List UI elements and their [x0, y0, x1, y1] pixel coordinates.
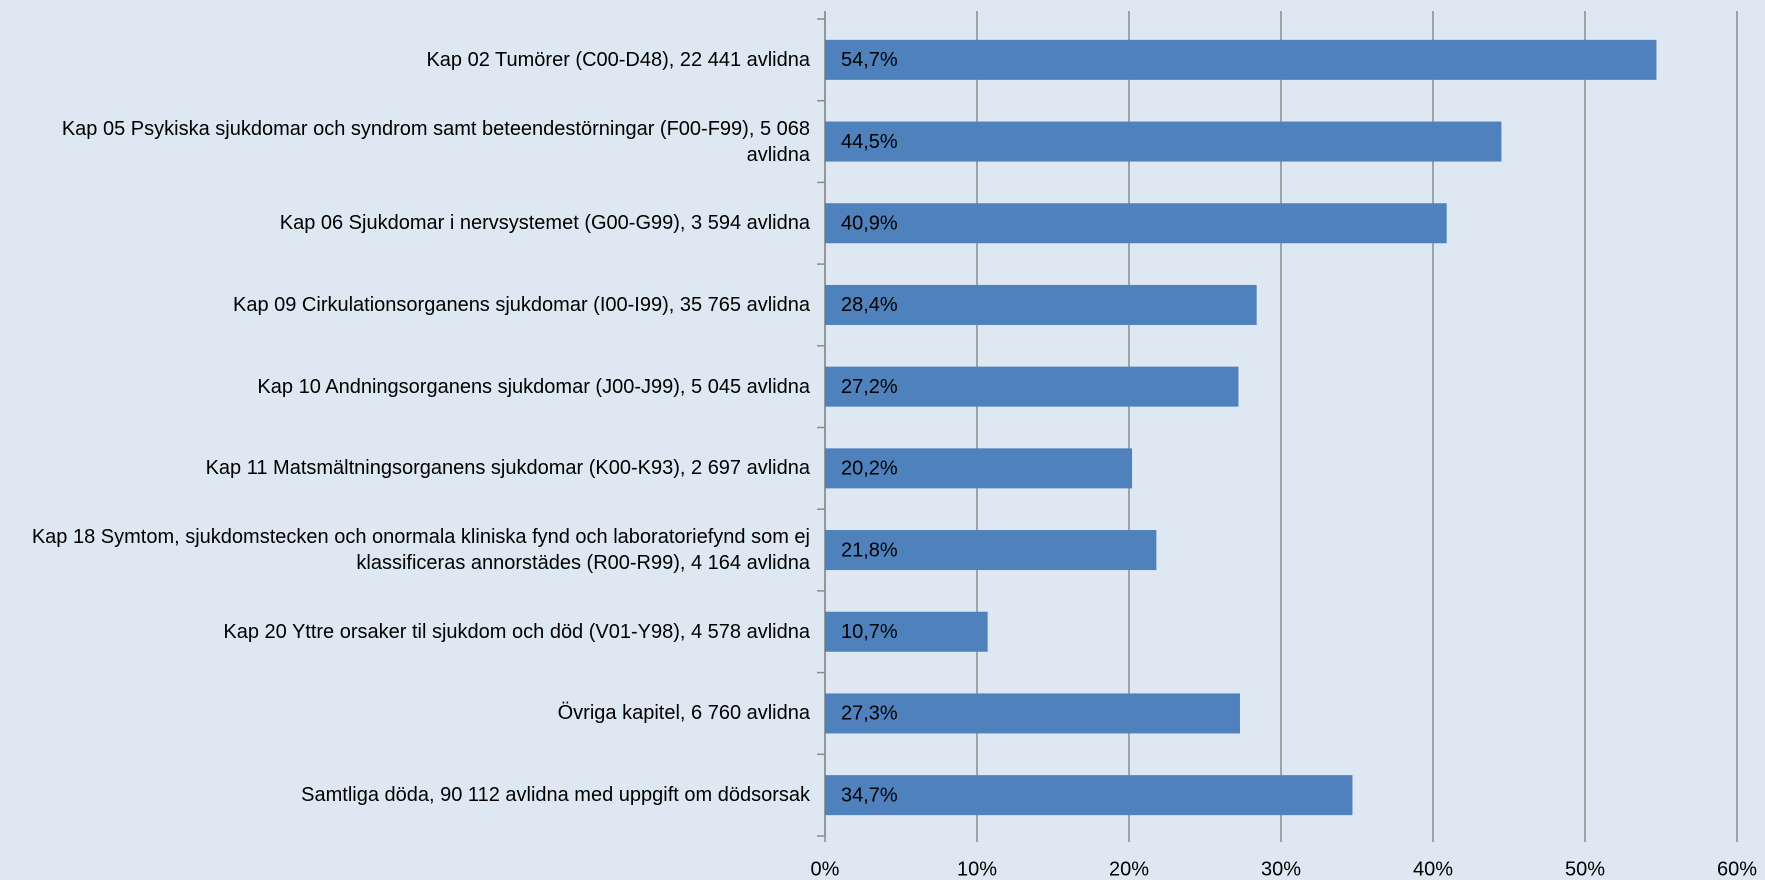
bar — [825, 366, 1239, 407]
x-tick-label: 0% — [811, 858, 840, 880]
bar — [825, 530, 1157, 571]
data-label: 40,9% — [841, 213, 898, 235]
x-tick-label: 40% — [1413, 858, 1453, 880]
data-label: 34,7% — [841, 784, 898, 806]
y-tick-label: Kap 20 Yttre orsaker til sjukdom och död… — [223, 620, 810, 643]
data-label: 10,7% — [841, 621, 898, 643]
bar — [825, 693, 1240, 734]
data-label: 27,3% — [841, 703, 898, 725]
y-tick-label: Kap 11 Matsmältningsorganens sjukdomar (… — [205, 457, 810, 480]
bar — [825, 775, 1353, 816]
data-label: 27,2% — [841, 376, 898, 398]
data-label: 44,5% — [841, 131, 898, 153]
x-tick-label: 10% — [957, 858, 997, 880]
y-tick-label: Kap 06 Sjukdomar i nervsystemet (G00-G99… — [279, 212, 810, 235]
data-label: 54,7% — [841, 49, 898, 71]
bar — [825, 611, 988, 652]
bar — [825, 284, 1257, 325]
y-tick-label: Övriga kapitel, 6 760 avlidna — [557, 702, 810, 725]
x-tick-label: 30% — [1261, 858, 1301, 880]
bar — [825, 39, 1657, 80]
y-tick-label: Kap 09 Cirkulationsorganens sjukdomar (I… — [232, 293, 810, 316]
data-label: 21,8% — [841, 539, 898, 561]
data-label: 28,4% — [841, 294, 898, 316]
y-tick-label: Kap 05 Psykiska sjukdomar och syndrom sa… — [61, 117, 810, 166]
bar — [825, 203, 1447, 244]
bar — [825, 121, 1502, 162]
data-label: 20,2% — [841, 458, 898, 480]
y-tick-label: Kap 10 Andningsorganens sjukdomar (J00-J… — [257, 375, 810, 398]
bar — [825, 448, 1133, 489]
y-tick-label: Samtliga döda, 90 112 avlidna med uppgif… — [301, 784, 810, 807]
y-tick-label: Kap 02 Tumörer (C00-D48), 22 441 avlidna — [426, 48, 810, 71]
y-tick-label: Kap 18 Symtom, sjukdomstecken och onorma… — [31, 526, 810, 575]
x-tick-label: 20% — [1109, 858, 1149, 880]
x-tick-label: 60% — [1717, 858, 1757, 880]
x-tick-label: 50% — [1565, 858, 1605, 880]
